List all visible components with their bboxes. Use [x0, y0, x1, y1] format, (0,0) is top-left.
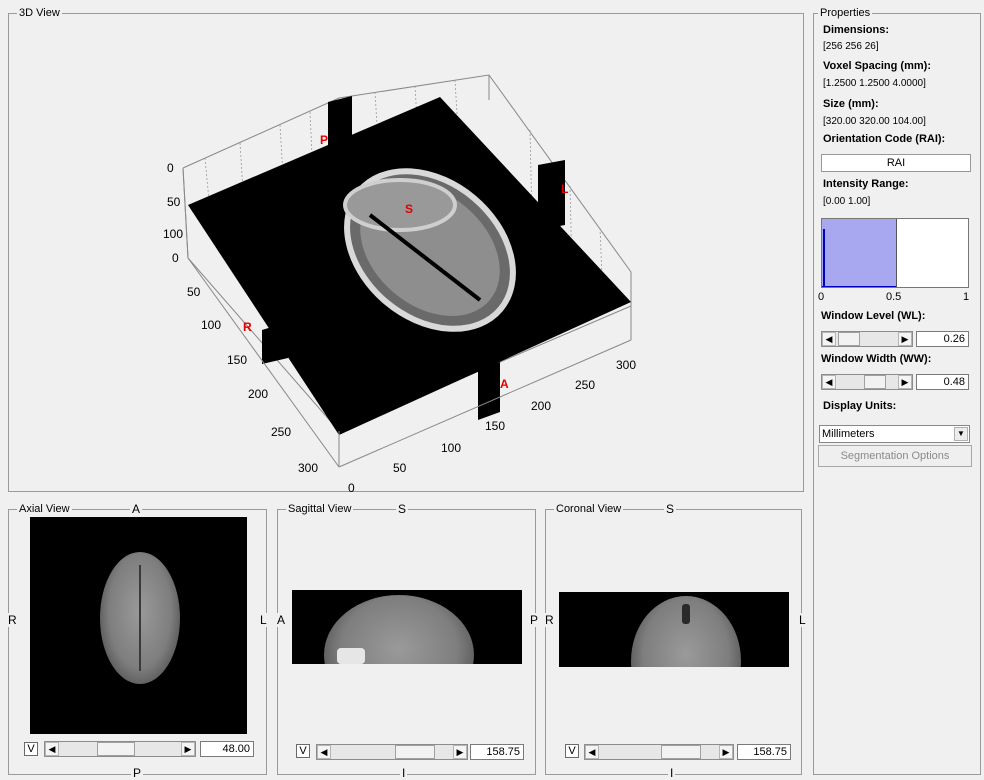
arrow-left-icon[interactable]: ◀ — [822, 375, 836, 389]
axial-image[interactable] — [30, 517, 247, 734]
marker-p: P — [320, 133, 328, 147]
window-level-label: Window Level (WL): — [821, 310, 926, 322]
sagittal-top-label: S — [396, 502, 409, 516]
slider-thumb[interactable] — [97, 742, 135, 756]
display-units-select[interactable]: Millimeters ▼ — [819, 425, 970, 443]
dimensions-value: [256 256 26] — [823, 41, 879, 52]
chevron-down-icon[interactable]: ▼ — [954, 427, 968, 441]
axial-left-label: R — [6, 613, 19, 627]
marker-a: A — [500, 377, 509, 391]
x-tick: 0 — [348, 481, 355, 495]
properties-title: Properties — [818, 6, 873, 20]
arrow-right-icon[interactable]: ▶ — [898, 332, 912, 346]
sagittal-visible-checkbox[interactable]: V — [296, 744, 310, 758]
axial-title: Axial View — [17, 502, 72, 516]
view3d-title: 3D View — [17, 6, 62, 20]
sagittal-bottom-label: I — [400, 766, 408, 780]
y-tick: 150 — [227, 353, 247, 367]
histogram-tick-half: 0.5 — [886, 291, 902, 303]
histogram-tick-0: 0 — [818, 291, 825, 303]
intensity-histogram[interactable] — [821, 218, 969, 288]
coronal-slice-plane — [328, 96, 352, 185]
size-value: [320.00 320.00 104.00] — [823, 116, 926, 127]
arrow-left-icon[interactable]: ◀ — [45, 742, 59, 756]
axial-visible-checkbox[interactable]: V — [24, 742, 38, 756]
x-tick: 100 — [441, 441, 461, 455]
coronal-slice-value[interactable]: 158.75 — [737, 744, 791, 760]
arrow-right-icon[interactable]: ▶ — [898, 375, 912, 389]
marker-s: S — [405, 202, 413, 216]
view3d-panel: 3D View — [8, 6, 804, 492]
orientation-field[interactable]: RAI — [821, 154, 971, 172]
window-level-slider[interactable]: ◀ ▶ — [821, 331, 913, 347]
sagittal-right-label: P — [528, 613, 541, 627]
display-units-value: Millimeters — [822, 428, 875, 440]
x-tick: 200 — [531, 399, 551, 413]
x-tick: 250 — [575, 378, 595, 392]
y-tick: 0 — [172, 251, 179, 265]
voxel-spacing-value: [1.2500 1.2500 4.0000] — [823, 78, 926, 89]
y-tick: 50 — [187, 285, 201, 299]
marker-r: R — [243, 320, 252, 334]
arrow-right-icon[interactable]: ▶ — [719, 745, 733, 759]
coronal-right-label: L — [797, 613, 808, 627]
slider-thumb[interactable] — [864, 375, 886, 389]
orientation-label: Orientation Code (RAI): — [823, 133, 946, 145]
arrow-right-icon[interactable]: ▶ — [453, 745, 467, 759]
x-tick: 150 — [485, 419, 505, 433]
sagittal-image[interactable] — [292, 590, 522, 664]
y-tick: 250 — [271, 425, 291, 439]
properties-panel: Properties — [813, 6, 981, 775]
y-tick: 300 — [298, 461, 318, 475]
intensity-range-value: [0.00 1.00] — [823, 196, 871, 207]
coronal-top-label: S — [664, 502, 677, 516]
coronal-slice-slider[interactable]: ◀ ▶ — [584, 744, 734, 760]
arrow-left-icon[interactable]: ◀ — [822, 332, 836, 346]
slider-thumb[interactable] — [661, 745, 701, 759]
window-level-value[interactable]: 0.26 — [916, 331, 969, 347]
axial-bottom-label: P — [131, 766, 144, 780]
arrow-left-icon[interactable]: ◀ — [585, 745, 599, 759]
sagittal-slice-slider[interactable]: ◀ ▶ — [316, 744, 468, 760]
display-units-label: Display Units: — [823, 400, 897, 412]
z-tick: 100 — [163, 227, 183, 241]
slider-thumb[interactable] — [395, 745, 435, 759]
size-label: Size (mm): — [823, 98, 879, 110]
axial-slice-slider[interactable]: ◀ ▶ — [44, 741, 196, 757]
sagittal-panel: Sagittal View — [277, 502, 536, 775]
axial-top-label: A — [130, 502, 143, 516]
axial-right-label: L — [258, 613, 269, 627]
view3d-canvas[interactable]: P L S R A 0 50 100 0 50 100 150 200 250 … — [0, 0, 984, 500]
segmentation-options-button[interactable]: Segmentation Options — [818, 445, 972, 467]
axial-slice-value[interactable]: 48.00 — [200, 741, 254, 757]
sagittal-title: Sagittal View — [286, 502, 354, 516]
coronal-image[interactable] — [559, 592, 789, 667]
window-width-value[interactable]: 0.48 — [916, 374, 969, 390]
arrow-right-icon[interactable]: ▶ — [181, 742, 195, 756]
z-tick: 50 — [167, 195, 181, 209]
histogram-tick-1: 1 — [963, 291, 970, 303]
coronal-bottom-label: I — [668, 766, 676, 780]
sagittal-left-label: A — [275, 613, 288, 627]
intensity-range-label: Intensity Range: — [823, 178, 909, 190]
arrow-left-icon[interactable]: ◀ — [317, 745, 331, 759]
window-width-slider[interactable]: ◀ ▶ — [821, 374, 913, 390]
voxel-spacing-label: Voxel Spacing (mm): — [823, 60, 931, 72]
coronal-title: Coronal View — [554, 502, 624, 516]
y-tick: 100 — [201, 318, 221, 332]
sagittal-slice-plane — [538, 160, 565, 230]
x-tick: 300 — [616, 358, 636, 372]
coronal-left-label: R — [543, 613, 556, 627]
coronal-visible-checkbox[interactable]: V — [565, 744, 579, 758]
sagittal-slice-value[interactable]: 158.75 — [470, 744, 524, 760]
y-tick: 200 — [248, 387, 268, 401]
z-tick: 0 — [167, 161, 174, 175]
slider-thumb[interactable] — [838, 332, 860, 346]
marker-l: L — [561, 182, 568, 196]
x-tick: 50 — [393, 461, 407, 475]
dimensions-label: Dimensions: — [823, 24, 890, 36]
window-width-label: Window Width (WW): — [821, 353, 932, 365]
